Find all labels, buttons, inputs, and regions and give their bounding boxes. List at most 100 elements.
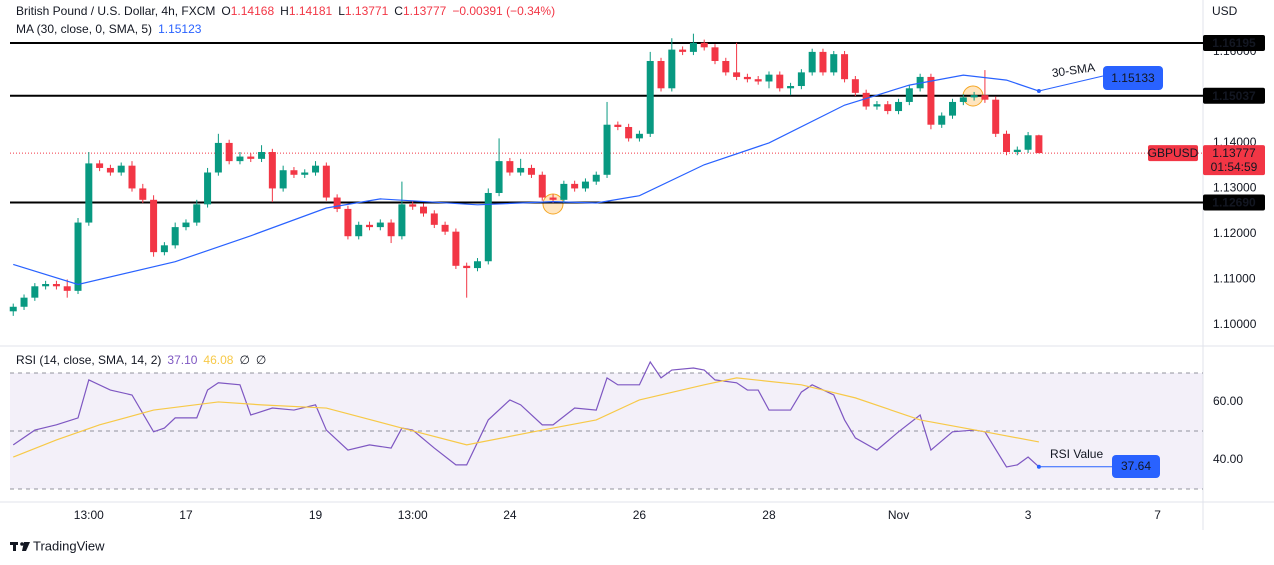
candle-body [31,286,39,298]
candle-body [214,142,222,173]
candle-body [290,170,298,175]
candle-body [301,172,309,175]
candle-body [992,99,1000,134]
rsi-callout: 37.64 [1121,459,1151,473]
candle-body [765,74,773,82]
candle-body [711,47,719,61]
candle-body [441,224,449,232]
candle-body [236,156,244,162]
ohlc-value: 1.13771 [345,4,389,18]
candle-body [841,54,849,80]
candle-body [312,165,320,173]
level-label-box [1203,194,1265,211]
y-tick-label: 1.12000 [1213,226,1257,240]
candle-body [862,92,870,107]
candle-body [322,165,330,198]
sma-line [13,74,1040,286]
rsi-value: ∅ [256,353,266,367]
candle-body [743,76,751,80]
rsi-callout-box [1112,455,1160,478]
candle-body [473,261,481,269]
candle-body [797,72,805,87]
candle-body [635,133,643,139]
ohlc-key: C [394,4,403,18]
candle-body [668,49,676,89]
x-tick-label: Nov [888,508,909,522]
rsi-tick-label: 40.00 [1213,452,1243,466]
candle-body [808,51,816,73]
callout-line [1038,75,1104,92]
candle-body [625,126,633,139]
level-label: 1.16195 [1212,36,1256,50]
candle-body [506,161,514,173]
sma-callout: 1.15133 [1111,71,1155,85]
ohlc-key: O [221,4,230,18]
y-tick-label: 1.13000 [1213,181,1257,195]
candle-body [700,42,708,48]
candle-body [376,222,384,228]
ohlc-key: L [338,4,345,18]
callout-dot [1036,89,1041,94]
candle-body [949,101,957,116]
candle-body [139,188,147,200]
candle-body [495,161,503,193]
candle-body [74,222,82,291]
candle-body [247,156,255,159]
level-label: 1.15037 [1212,89,1256,103]
support-marker [542,193,564,215]
candle-body [830,54,838,73]
candle-body [927,76,935,125]
x-tick-label: 17 [179,508,193,522]
rsi-annotation: RSI Value [1050,447,1103,461]
ohlc-value: 1.13777 [403,4,447,18]
symbol-label: GBPUSD [1148,146,1199,160]
rsi-header: RSI (14, close, SMA, 14, 2) 37.10 46.08 ∅ ∅ [16,353,266,367]
rsi-name: RSI (14, close, SMA, 14, 2) [16,353,161,367]
candle-body [20,297,28,307]
ma-value: 1.15123 [158,22,202,36]
candle-body [150,199,158,253]
candle-body [733,72,741,77]
x-tick-label: 26 [633,508,647,522]
candle-body [754,79,762,82]
candle-body [258,152,266,159]
candle-body [387,222,395,237]
candle-body [96,163,104,168]
x-tick-label: 3 [1025,508,1032,522]
rsi-value: 37.10 [167,353,197,367]
candle-body [128,165,136,189]
candle-body [63,286,71,291]
symbol-title: British Pound / U.S. Dollar, 4h, FXCM [16,4,215,18]
candle-body [581,181,589,189]
candle-body [787,86,795,89]
candle-body [1013,149,1021,153]
ohlc-key: H [280,4,289,18]
candle-body [981,95,989,100]
currency-label: USD [1212,4,1238,18]
candle-body [409,204,417,207]
candle-body [160,245,168,253]
ohlc-value: −0.00391 (−0.34%) [452,4,555,18]
tradingview-logo [10,542,30,551]
ohlc-value: 1.14168 [231,4,275,18]
candle-body [603,124,611,175]
candle-body [884,104,892,112]
candle-body [538,174,546,198]
candle-body [355,224,363,237]
symbol-box [1148,145,1198,162]
candle-body [851,79,859,93]
ma-name: MA (30, close, 0, SMA, 5) [16,22,152,36]
candle-body [9,306,17,312]
candle-body [463,265,471,269]
ohlc-value: 1.14181 [289,4,333,18]
rsi-tick-label: 60.00 [1213,394,1243,408]
candle-body [52,284,60,287]
candle-body [614,124,622,127]
candle-body [333,197,341,209]
candle-body [106,167,114,173]
countdown-label: 01:54:59 [1211,160,1258,174]
candle-body [85,163,93,223]
candle-body [452,231,460,266]
